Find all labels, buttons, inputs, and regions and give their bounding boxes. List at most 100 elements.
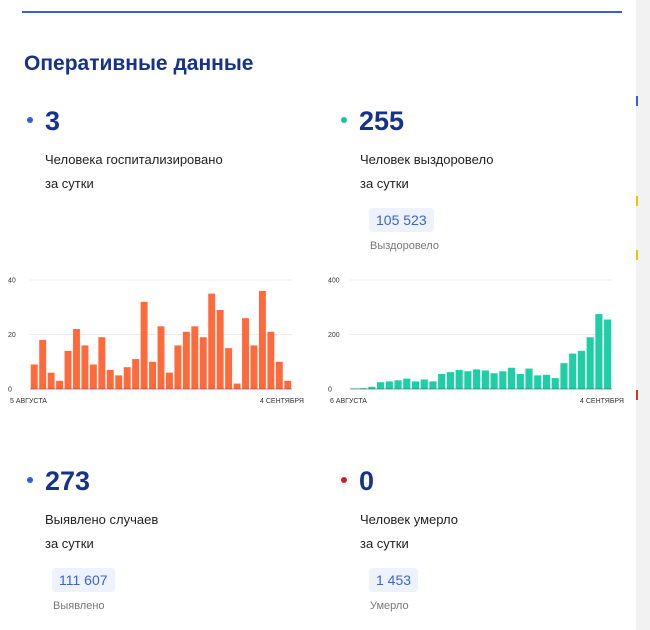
bullet-dot: [27, 476, 33, 483]
bar: [233, 383, 241, 389]
bar: [89, 364, 97, 389]
bar: [106, 369, 114, 389]
bar: [385, 381, 393, 389]
page-title: Оперативные данные: [24, 52, 254, 75]
y-tick-label: 40: [8, 278, 16, 285]
deaths-total-badge: 1 453: [369, 568, 419, 592]
y-tick-label: 20: [8, 332, 16, 339]
bar: [403, 378, 411, 389]
bar: [258, 290, 266, 389]
bar: [368, 386, 376, 389]
stat-description: Выявлено случаев: [45, 512, 159, 527]
bar: [569, 353, 577, 389]
bar: [376, 382, 385, 389]
stat-deaths: 0 Человек умерло за сутки 1 453 Умерло: [341, 466, 458, 612]
bar: [446, 372, 455, 389]
bar: [56, 380, 64, 389]
stat-hospitalized: 3 Человека госпитализировано за сутки: [27, 106, 223, 196]
stat-value: 3: [45, 106, 61, 136]
bar: [47, 372, 55, 389]
bar: [394, 380, 402, 389]
x-start-label: 5 АВГУСТА: [10, 398, 47, 405]
bar: [157, 326, 165, 389]
stat-period: за сутки: [360, 176, 409, 191]
stat-value: 255: [359, 106, 405, 136]
bar: [149, 361, 157, 389]
bar: [174, 345, 182, 389]
bar: [438, 374, 446, 389]
bar: [115, 375, 123, 389]
recovered-total-badge: 105 523: [369, 208, 434, 232]
bar: [534, 375, 542, 389]
bar: [577, 350, 586, 389]
stat-value: 0: [359, 466, 375, 496]
stat-description: Человек умерло: [360, 512, 458, 527]
bar: [225, 348, 233, 389]
deaths-total-label: Умерло: [370, 600, 409, 612]
top-divider: [22, 11, 622, 13]
bar: [98, 337, 106, 389]
recovered-total-label: Выздоровело: [370, 240, 439, 252]
cases-total-label: Выявлено: [53, 600, 105, 612]
stat-period: за сутки: [45, 176, 94, 191]
bar: [165, 372, 173, 389]
stat-description: Человек выздоровело: [360, 152, 494, 167]
y-tick-label: 400: [328, 278, 340, 285]
bar: [551, 378, 559, 389]
bar: [39, 339, 47, 389]
bar: [473, 369, 481, 389]
cases-total-badge: 111 607: [52, 568, 115, 592]
bar: [132, 359, 140, 389]
bar: [560, 363, 568, 389]
y-tick-label: 0: [328, 387, 332, 394]
bar: [140, 301, 148, 389]
y-tick-label: 200: [328, 332, 340, 339]
stat-period: за сутки: [360, 536, 409, 551]
bar: [208, 293, 216, 389]
stat-cases: 273 Выявлено случаев за сутки 111 607 Вы…: [27, 466, 158, 612]
bar: [499, 371, 507, 389]
bar: [595, 314, 603, 389]
bar: [242, 318, 249, 389]
bar: [542, 374, 551, 389]
x-end-label: 4 СЕНТЯБРЯ: [260, 398, 304, 405]
stat-period: за сутки: [45, 536, 94, 551]
chart-svg: 0 20 40 5 АВГУСТА 4 СЕНТЯБРЯ: [8, 278, 304, 406]
x-start-label: 6 АВГУСТА: [330, 398, 367, 405]
bar: [73, 329, 80, 389]
stat-value: 273: [45, 466, 91, 496]
bar: [64, 350, 72, 389]
hospitalized-chart: 0 20 40 5 АВГУСТА 4 СЕНТЯБРЯ: [8, 274, 308, 409]
y-tick-label: 0: [8, 387, 12, 394]
bar: [516, 374, 524, 389]
stat-recovered: 255 Человек выздоровело за сутки 105 523…: [341, 106, 493, 252]
stat-description: Человека госпитализировано: [45, 152, 223, 167]
bullet-dot: [341, 116, 347, 123]
bar: [81, 345, 89, 389]
bar: [250, 345, 258, 389]
bar: [429, 381, 437, 389]
bar: [586, 337, 594, 389]
page-scroll-edge: [636, 0, 650, 630]
bar: [525, 368, 533, 389]
bar: [284, 380, 292, 389]
bar: [191, 326, 199, 389]
bar: [123, 367, 131, 389]
bar: [275, 361, 283, 389]
bar: [455, 369, 463, 389]
bar: [199, 337, 207, 389]
bar: [481, 370, 489, 389]
bar: [604, 319, 612, 389]
bar: [182, 331, 190, 389]
chart-svg: 0 200 400 6 АВГУСТА 4 СЕНТЯБРЯ: [328, 278, 624, 406]
bar: [464, 371, 472, 389]
bar: [359, 388, 367, 389]
bar: [490, 373, 498, 389]
x-end-label: 4 СЕНТЯБРЯ: [580, 398, 624, 405]
recovered-chart: 0 200 400 6 АВГУСТА 4 СЕНТЯБРЯ: [328, 274, 628, 409]
bar: [420, 379, 428, 389]
bar: [30, 364, 38, 389]
bar: [507, 367, 516, 389]
bar: [267, 331, 275, 389]
bar: [216, 309, 224, 389]
